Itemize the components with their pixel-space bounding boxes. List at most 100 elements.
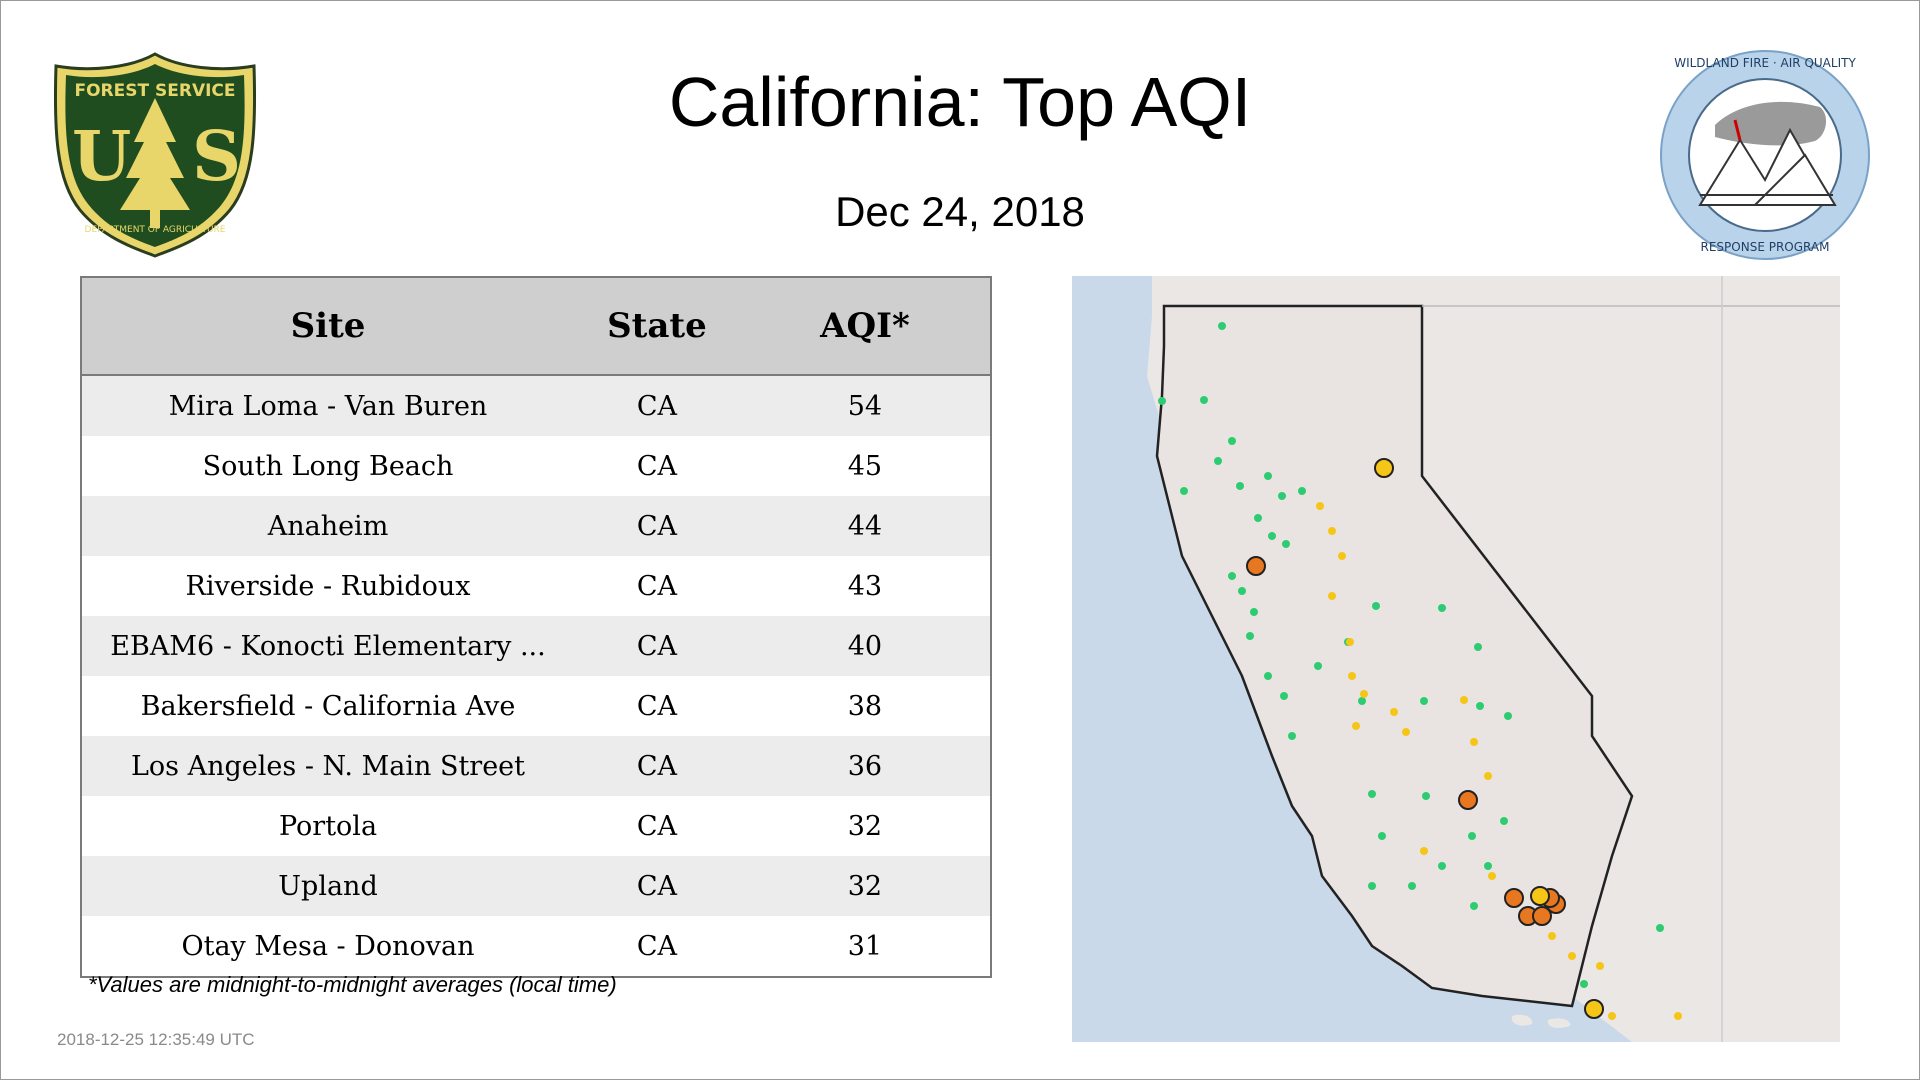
aqi-monitor-marker — [1264, 472, 1272, 480]
header-aqi: AQI* — [739, 277, 991, 376]
cell-aqi: 38 — [739, 676, 991, 736]
california-aqi-map — [1072, 276, 1840, 1042]
top-aqi-table: Site State AQI* Mira Loma - Van Buren CA 5… — [80, 276, 992, 978]
aqi-monitor-marker — [1372, 602, 1380, 610]
aqi-monitor-marker — [1458, 790, 1478, 810]
aqi-markers — [1158, 322, 1682, 1020]
cell-state: CA — [574, 676, 740, 736]
aqi-monitor-marker — [1584, 999, 1604, 1019]
aqi-monitor-marker — [1288, 732, 1296, 740]
wildland-fire-aq-logo: WILDLAND FIRE · AIR QUALITY RESPONSE PRO… — [1660, 50, 1870, 260]
aqi-monitor-marker — [1500, 817, 1508, 825]
aqi-monitor-marker — [1532, 906, 1552, 926]
table-row: Anaheim CA 44 — [81, 496, 991, 556]
table-row: Mira Loma - Van Buren CA 54 — [81, 375, 991, 436]
cell-site: Mira Loma - Van Buren — [81, 375, 575, 436]
cell-site: EBAM6 - Konocti Elementary ... — [81, 616, 575, 676]
cell-aqi: 43 — [739, 556, 991, 616]
averaging-footnote: *Values are midnight-to-midnight average… — [88, 972, 617, 997]
generated-timestamp: 2018-12-25 12:35:49 UTC — [57, 1030, 255, 1049]
table-row: Portola CA 32 — [81, 796, 991, 856]
aqi-monitor-marker — [1218, 322, 1226, 330]
aqi-monitor-marker — [1420, 697, 1428, 705]
channel-island — [1511, 1014, 1533, 1026]
table-row: Otay Mesa - Donovan CA 31 — [81, 916, 991, 977]
aqi-monitor-marker — [1328, 527, 1336, 535]
aqi-monitor-marker — [1254, 514, 1262, 522]
aqi-monitor-marker — [1504, 712, 1512, 720]
aqi-monitor-marker — [1656, 924, 1664, 932]
cell-state: CA — [574, 736, 740, 796]
aqi-monitor-marker — [1580, 980, 1588, 988]
aqi-monitor-marker — [1470, 902, 1478, 910]
aqi-monitor-marker — [1488, 872, 1496, 880]
aqi-monitor-marker — [1674, 1012, 1682, 1020]
aqi-monitor-marker — [1352, 722, 1360, 730]
cell-aqi: 32 — [739, 856, 991, 916]
aqi-monitor-marker — [1358, 697, 1366, 705]
aqi-monitor-marker — [1346, 638, 1354, 646]
aqi-monitor-marker — [1484, 862, 1492, 870]
aqi-monitor-marker — [1282, 540, 1290, 548]
aqi-monitor-marker — [1316, 502, 1324, 510]
aqi-monitor-marker — [1360, 690, 1368, 698]
aqi-monitor-marker — [1200, 396, 1208, 404]
svg-text:S: S — [192, 117, 241, 197]
aqi-monitor-marker — [1438, 862, 1446, 870]
cell-site: South Long Beach — [81, 436, 575, 496]
aqi-monitor-marker — [1368, 882, 1376, 890]
aqi-monitor-marker — [1214, 457, 1222, 465]
aqi-monitor-marker — [1228, 437, 1236, 445]
aqi-monitor-marker — [1468, 832, 1476, 840]
aqi-monitor-marker — [1268, 532, 1276, 540]
cell-state: CA — [574, 796, 740, 856]
cell-site: Bakersfield - California Ave — [81, 676, 575, 736]
table-row: EBAM6 - Konocti Elementary ... CA 40 — [81, 616, 991, 676]
cell-aqi: 36 — [739, 736, 991, 796]
svg-text:U: U — [72, 117, 131, 197]
cell-site: Anaheim — [81, 496, 575, 556]
aqi-monitor-marker — [1390, 708, 1398, 716]
table-row: South Long Beach CA 45 — [81, 436, 991, 496]
aqi-monitor-marker — [1338, 552, 1346, 560]
header-state: State — [574, 277, 740, 376]
table-row: Los Angeles - N. Main Street CA 36 — [81, 736, 991, 796]
wfaq-logo-top-text: WILDLAND FIRE · AIR QUALITY — [1674, 56, 1856, 70]
cell-site: Los Angeles - N. Main Street — [81, 736, 575, 796]
aqi-monitor-marker — [1236, 482, 1244, 490]
report-date: Dec 24, 2018 — [835, 188, 1085, 235]
cell-state: CA — [574, 496, 740, 556]
aqi-monitor-marker — [1608, 1012, 1616, 1020]
aqi-monitor-marker — [1484, 772, 1492, 780]
cell-aqi: 40 — [739, 616, 991, 676]
aqi-monitor-marker — [1278, 492, 1286, 500]
cell-site: Otay Mesa - Donovan — [81, 916, 575, 977]
page-title: California: Top AQI — [668, 63, 1252, 141]
aqi-monitor-marker — [1420, 847, 1428, 855]
cell-aqi: 54 — [739, 375, 991, 436]
aqi-monitor-marker — [1476, 702, 1484, 710]
cell-site: Portola — [81, 796, 575, 856]
table-row: Riverside - Rubidoux CA 43 — [81, 556, 991, 616]
aqi-monitor-marker — [1530, 886, 1550, 906]
cell-state: CA — [574, 916, 740, 977]
aqi-monitor-marker — [1504, 888, 1524, 908]
aqi-monitor-marker — [1158, 397, 1166, 405]
header-site: Site — [81, 277, 575, 376]
aqi-monitor-marker — [1460, 696, 1468, 704]
aqi-monitor-marker — [1246, 632, 1254, 640]
cell-state: CA — [574, 556, 740, 616]
aqi-monitor-marker — [1408, 882, 1416, 890]
cell-state: CA — [574, 375, 740, 436]
table-header-row: Site State AQI* — [81, 277, 991, 376]
california-outline — [1155, 304, 1634, 1008]
aqi-monitor-marker — [1470, 738, 1478, 746]
wfaq-logo-bottom-text: RESPONSE PROGRAM — [1701, 240, 1830, 254]
channel-island — [1547, 1018, 1571, 1028]
aqi-monitor-marker — [1474, 643, 1482, 651]
cell-aqi: 45 — [739, 436, 991, 496]
aqi-monitor-marker — [1378, 832, 1386, 840]
usfs-shield-logo: U S FOREST SERVICE DEPARTMENT OF AGRICUL… — [53, 52, 257, 258]
aqi-monitor-marker — [1264, 672, 1272, 680]
cell-aqi: 44 — [739, 496, 991, 556]
